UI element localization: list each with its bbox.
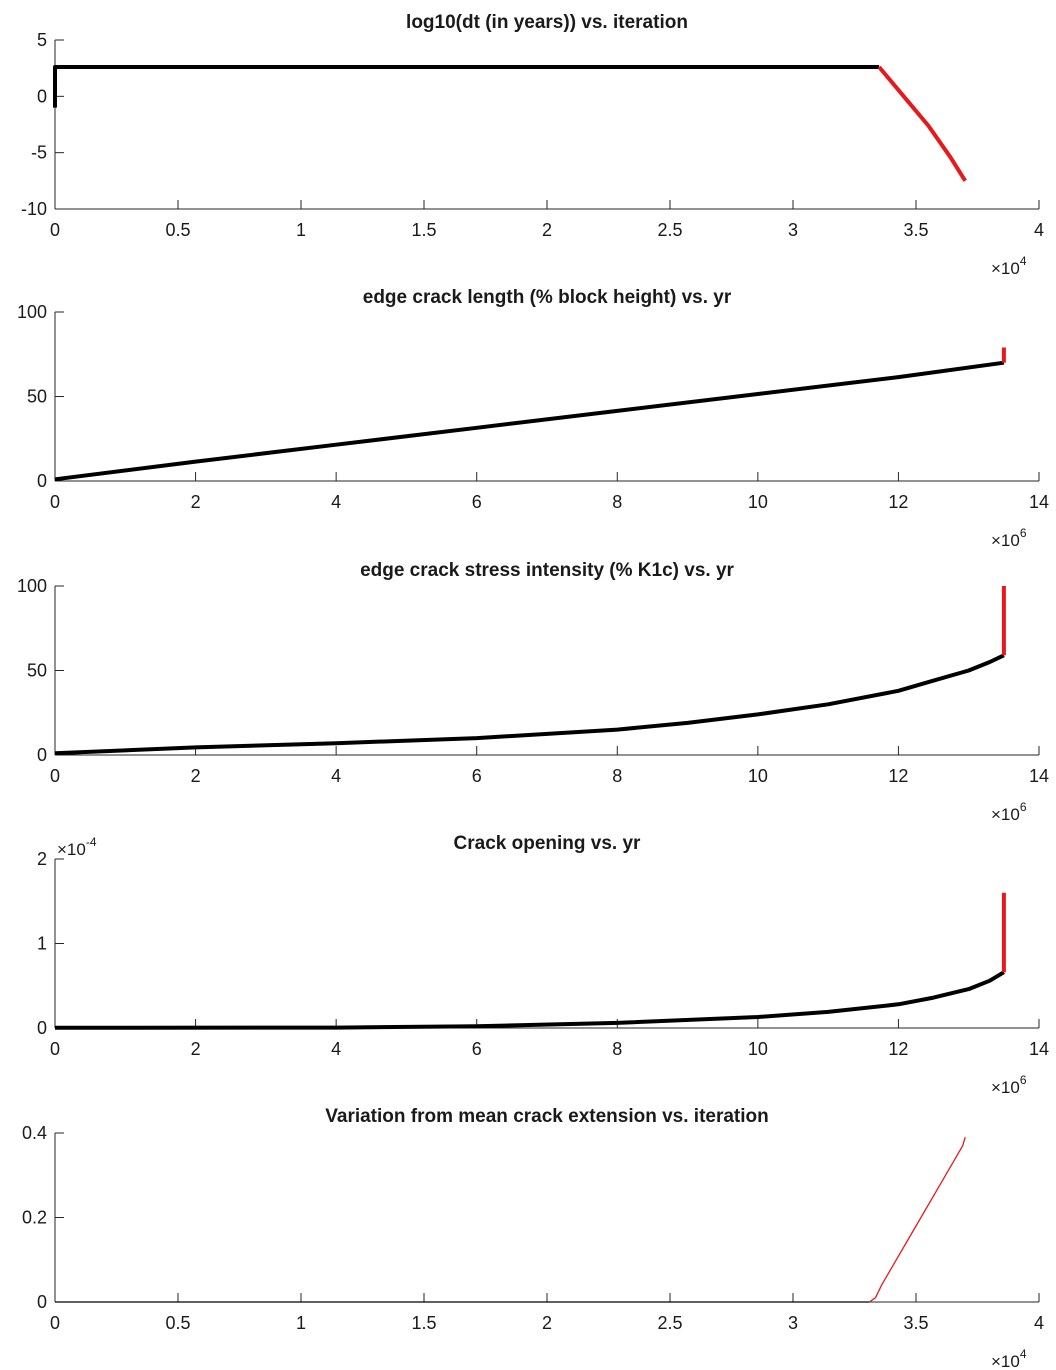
x-exponent-label: ×104 bbox=[991, 1347, 1027, 1370]
subplot-4: Crack opening vs. yr0 2 4 6 8 10 12 14012×106×1… bbox=[37, 833, 1049, 1097]
x-tick-label: 10 bbox=[748, 492, 768, 512]
x-tick-label: 0 bbox=[50, 492, 60, 512]
x-tick-label: 1 bbox=[296, 1313, 306, 1333]
subplot-5: Variation from mean crack extension vs. … bbox=[22, 1106, 1044, 1370]
x-exponent-power: 4 bbox=[1020, 254, 1027, 268]
series-line-post bbox=[868, 1137, 966, 1303]
y-tick-label: 0.2 bbox=[22, 1208, 47, 1228]
x-tick-label: 12 bbox=[888, 492, 908, 512]
x-exponent-power: 6 bbox=[1020, 526, 1027, 540]
x-exponent-label: ×106 bbox=[991, 800, 1027, 824]
x-exponent-label: ×106 bbox=[991, 1073, 1027, 1097]
x-exponent-base: ×10 bbox=[991, 1078, 1020, 1097]
y-tick-label: 5 bbox=[37, 30, 47, 50]
x-tick-label: 3.5 bbox=[903, 220, 928, 240]
y-exponent-label: ×10-4 bbox=[57, 835, 97, 859]
x-tick-label: 4 bbox=[331, 1039, 341, 1059]
y-exponent-base: ×10 bbox=[57, 840, 86, 859]
x-tick-label: 2 bbox=[191, 1039, 201, 1059]
subplot-title: log10(dt (in years)) vs. iteration bbox=[406, 12, 688, 33]
y-tick-label: -10 bbox=[21, 199, 47, 219]
x-tick-label: 0.5 bbox=[165, 1313, 190, 1333]
x-tick-label: 0 bbox=[50, 220, 60, 240]
x-exponent-label: ×104 bbox=[991, 254, 1027, 278]
x-tick-label: 6 bbox=[472, 1039, 482, 1059]
x-tick-label: 10 bbox=[748, 766, 768, 786]
x-tick-label: 6 bbox=[472, 766, 482, 786]
x-tick-label: 2 bbox=[191, 766, 201, 786]
x-exponent-power: 4 bbox=[1020, 1347, 1027, 1361]
x-tick-label: 1.5 bbox=[411, 220, 436, 240]
x-tick-label: 4 bbox=[1034, 1313, 1044, 1333]
y-tick-label: 0 bbox=[37, 1292, 47, 1312]
subplot-title: Crack opening vs. yr bbox=[454, 833, 642, 854]
x-tick-label: 1.5 bbox=[411, 1313, 436, 1333]
x-tick-label: 3.5 bbox=[903, 1313, 928, 1333]
x-tick-label: 14 bbox=[1029, 1039, 1049, 1059]
subplot-title: Variation from mean crack extension vs. … bbox=[325, 1106, 769, 1127]
x-exponent-base: ×10 bbox=[991, 531, 1020, 550]
x-tick-label: 8 bbox=[612, 1039, 622, 1059]
x-tick-label: 4 bbox=[331, 766, 341, 786]
x-tick-label: 8 bbox=[612, 492, 622, 512]
x-tick-label: 1 bbox=[296, 220, 306, 240]
x-tick-label: 0 bbox=[50, 1313, 60, 1333]
x-tick-label: 3 bbox=[788, 1313, 798, 1333]
y-tick-label: 100 bbox=[17, 302, 47, 322]
y-tick-label: 0.4 bbox=[22, 1123, 47, 1143]
x-exponent-power: 6 bbox=[1020, 1073, 1027, 1087]
y-tick-label: -5 bbox=[31, 143, 47, 163]
x-tick-label: 3 bbox=[788, 220, 798, 240]
x-tick-label: 12 bbox=[888, 1039, 908, 1059]
subplot-2: edge crack length (% block height) vs. y… bbox=[17, 287, 1049, 550]
y-tick-label: 0 bbox=[37, 1018, 47, 1038]
y-tick-label: 0 bbox=[37, 471, 47, 491]
y-tick-label: 2 bbox=[37, 849, 47, 869]
x-tick-label: 4 bbox=[331, 492, 341, 512]
x-tick-label: 0 bbox=[50, 766, 60, 786]
x-tick-label: 2 bbox=[542, 220, 552, 240]
y-tick-label: 0 bbox=[37, 86, 47, 106]
series-line-post bbox=[877, 65, 967, 182]
subplot-title: edge crack stress intensity (% K1c) vs. … bbox=[360, 560, 734, 581]
y-tick-label: 100 bbox=[17, 576, 47, 596]
subplot-title: edge crack length (% block height) vs. y… bbox=[363, 287, 732, 308]
x-tick-label: 0.5 bbox=[165, 220, 190, 240]
y-tick-label: 0 bbox=[37, 745, 47, 765]
x-tick-label: 0 bbox=[50, 1039, 60, 1059]
series-line-pre bbox=[54, 360, 1005, 482]
x-exponent-power: 6 bbox=[1020, 800, 1027, 814]
x-tick-label: 12 bbox=[888, 766, 908, 786]
y-tick-label: 50 bbox=[27, 661, 47, 681]
x-tick-label: 2.5 bbox=[657, 1313, 682, 1333]
subplot-1: log10(dt (in years)) vs. iteration 0 0.5 1 1… bbox=[21, 12, 1044, 278]
x-tick-label: 14 bbox=[1029, 492, 1049, 512]
x-tick-label: 2.5 bbox=[657, 220, 682, 240]
y-exponent-power: -4 bbox=[86, 835, 97, 849]
x-tick-label: 4 bbox=[1034, 220, 1044, 240]
series-line-pre bbox=[54, 970, 1005, 1030]
subplot-3: edge crack stress intensity (% K1c) vs. … bbox=[17, 560, 1049, 824]
x-tick-label: 10 bbox=[748, 1039, 768, 1059]
x-tick-label: 2 bbox=[191, 492, 201, 512]
x-tick-label: 2 bbox=[542, 1313, 552, 1333]
x-exponent-base: ×10 bbox=[991, 805, 1020, 824]
series-line-pre bbox=[54, 653, 1005, 756]
x-tick-label: 6 bbox=[472, 492, 482, 512]
x-exponent-label: ×106 bbox=[991, 526, 1027, 550]
x-tick-label: 8 bbox=[612, 766, 622, 786]
x-exponent-base: ×10 bbox=[991, 1352, 1020, 1370]
y-tick-label: 1 bbox=[37, 934, 47, 954]
series-line-pre bbox=[53, 65, 880, 108]
x-tick-label: 14 bbox=[1029, 766, 1049, 786]
x-exponent-base: ×10 bbox=[991, 259, 1020, 278]
y-tick-label: 50 bbox=[27, 387, 47, 407]
